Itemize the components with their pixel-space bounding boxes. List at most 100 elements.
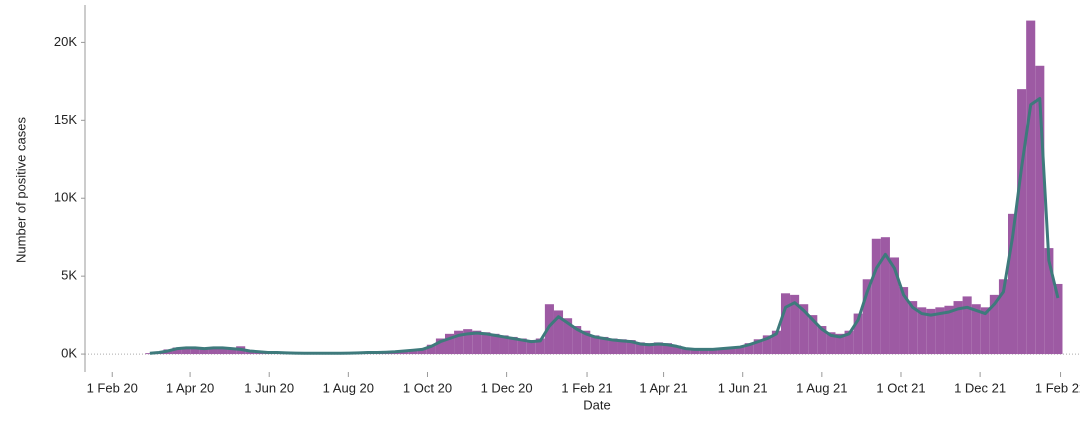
bar bbox=[590, 335, 600, 355]
bar bbox=[717, 347, 727, 355]
x-tick-label: 1 Apr 20 bbox=[166, 380, 214, 395]
bar bbox=[499, 335, 509, 355]
bar bbox=[463, 329, 473, 355]
bar bbox=[862, 279, 872, 355]
bar bbox=[1035, 65, 1045, 355]
bar bbox=[426, 344, 436, 355]
x-tick-label: 1 Oct 21 bbox=[876, 380, 925, 395]
x-tick-label: 1 Apr 21 bbox=[639, 380, 687, 395]
bar bbox=[417, 348, 427, 355]
bar bbox=[808, 315, 818, 355]
bar bbox=[899, 287, 909, 355]
bar bbox=[227, 348, 237, 355]
bar bbox=[853, 313, 863, 355]
bar bbox=[172, 347, 182, 355]
x-tick-label: 1 Feb 22 bbox=[1035, 380, 1080, 395]
x-tick-label: 1 Feb 21 bbox=[561, 380, 612, 395]
bar bbox=[989, 294, 999, 355]
bar bbox=[444, 333, 455, 355]
bar bbox=[581, 330, 591, 355]
bar bbox=[644, 343, 654, 355]
bar bbox=[217, 347, 228, 355]
x-tick-label: 1 Dec 21 bbox=[954, 380, 1006, 395]
y-tick-label: 10K bbox=[54, 190, 77, 205]
bar bbox=[944, 305, 954, 355]
bar bbox=[690, 348, 700, 355]
x-tick-label: 1 Oct 20 bbox=[403, 380, 452, 395]
bar bbox=[844, 330, 854, 355]
bar bbox=[681, 347, 691, 355]
bar bbox=[145, 353, 155, 355]
bar bbox=[617, 339, 627, 355]
bar bbox=[199, 348, 209, 355]
bar bbox=[835, 333, 845, 355]
bar bbox=[744, 343, 754, 355]
trend-line bbox=[149, 97, 1060, 355]
bar bbox=[553, 310, 564, 355]
bar bbox=[572, 326, 582, 355]
bar bbox=[208, 347, 218, 355]
bar bbox=[826, 332, 836, 355]
bar bbox=[726, 347, 736, 355]
bar bbox=[1026, 20, 1036, 355]
y-axis-title: Number of positive cases bbox=[13, 117, 28, 263]
y-tick-label: 0K bbox=[61, 346, 77, 361]
bar bbox=[653, 342, 663, 355]
x-tick-label: 1 Jun 20 bbox=[244, 380, 294, 395]
bar bbox=[190, 347, 200, 355]
bar bbox=[953, 301, 963, 355]
x-tick-label: 1 Aug 21 bbox=[796, 380, 847, 395]
bar bbox=[980, 307, 990, 355]
bar bbox=[626, 340, 636, 355]
x-tick-label: 1 Feb 20 bbox=[87, 380, 138, 395]
bar bbox=[454, 330, 464, 355]
bar bbox=[871, 238, 881, 355]
y-tick-label: 20K bbox=[54, 34, 77, 49]
bar bbox=[817, 326, 827, 355]
bar bbox=[181, 347, 191, 355]
bar bbox=[699, 348, 709, 355]
x-tick-label: 1 Dec 20 bbox=[481, 380, 533, 395]
bar bbox=[998, 279, 1009, 355]
x-axis-title: Date bbox=[583, 397, 610, 412]
bar bbox=[1017, 89, 1027, 355]
bar bbox=[799, 304, 809, 355]
bar bbox=[635, 342, 645, 355]
bar bbox=[735, 346, 745, 355]
bar bbox=[753, 339, 763, 355]
bar bbox=[889, 257, 900, 355]
bar bbox=[962, 296, 972, 355]
bar bbox=[935, 307, 945, 355]
bar bbox=[535, 338, 545, 355]
x-tick-label: 1 Jun 21 bbox=[718, 380, 768, 395]
bar bbox=[662, 343, 673, 355]
bar bbox=[481, 332, 491, 355]
bar bbox=[563, 318, 573, 355]
bar bbox=[490, 333, 500, 355]
bar bbox=[908, 301, 918, 355]
y-tick-label: 5K bbox=[61, 268, 77, 283]
bar bbox=[708, 348, 718, 355]
bar bbox=[917, 307, 927, 355]
bar bbox=[880, 237, 890, 355]
bar bbox=[771, 330, 781, 355]
bar bbox=[1053, 283, 1063, 355]
bar bbox=[1044, 248, 1054, 355]
bar bbox=[508, 336, 518, 355]
bar bbox=[780, 293, 791, 355]
bar bbox=[971, 304, 981, 355]
bar bbox=[608, 338, 618, 355]
bar bbox=[472, 330, 482, 355]
bar bbox=[599, 336, 609, 355]
bar bbox=[517, 338, 527, 355]
y-tick-label: 15K bbox=[54, 112, 77, 127]
bar bbox=[526, 340, 536, 355]
bar bbox=[926, 308, 936, 355]
bar bbox=[544, 304, 554, 355]
x-tick-label: 1 Aug 20 bbox=[323, 380, 374, 395]
bar bbox=[762, 335, 772, 355]
bar bbox=[790, 294, 800, 355]
bar bbox=[672, 345, 682, 355]
bar bbox=[1008, 213, 1018, 355]
